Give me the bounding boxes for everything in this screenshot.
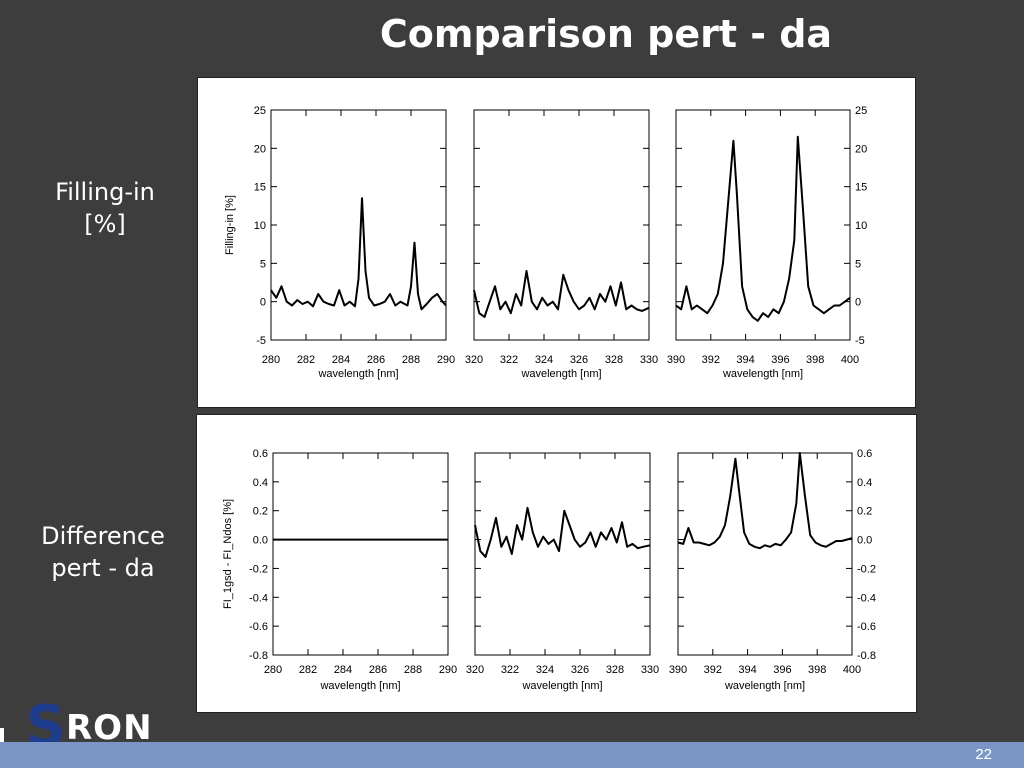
x-tick-label: 282 bbox=[299, 664, 317, 676]
y-tick-label-left: 0.4 bbox=[253, 477, 268, 489]
bottom-row-label-line1: Difference bbox=[41, 522, 165, 550]
plot-frame bbox=[677, 452, 853, 656]
x-axis-label: wavelength [nm] bbox=[520, 368, 601, 380]
x-tick-label: 284 bbox=[332, 354, 350, 366]
difference-figure: 280 282 284 286 288 290 wavelength [nm] 320 322 3… bbox=[196, 414, 917, 713]
x-tick-label: 394 bbox=[738, 664, 756, 676]
plot-frame bbox=[272, 452, 449, 656]
plot-frame bbox=[474, 452, 651, 656]
y-tick-label-right: -0.4 bbox=[857, 592, 876, 604]
filling-in-figure: 280 282 284 286 288 290 wavelength [nm] 320 322 3… bbox=[197, 77, 916, 408]
y-tick-label-right: -0.6 bbox=[857, 621, 876, 633]
data-series-line bbox=[474, 506, 651, 558]
data-series-line bbox=[677, 452, 853, 550]
x-tick-label: 322 bbox=[500, 354, 518, 366]
x-tick-label: 286 bbox=[367, 354, 385, 366]
top-row-label-line2: [%] bbox=[84, 210, 126, 238]
x-tick-label: 286 bbox=[369, 664, 387, 676]
y-tick-label-left: 0.6 bbox=[253, 448, 268, 460]
x-tick-label: 330 bbox=[640, 354, 658, 366]
bottom-row-label-line2: pert - da bbox=[51, 554, 155, 582]
x-tick-label: 400 bbox=[841, 354, 859, 366]
y-tick-label-right: 25 bbox=[855, 105, 867, 117]
x-tick-label: 280 bbox=[262, 354, 280, 366]
y-tick-label-left: 10 bbox=[254, 220, 266, 232]
x-tick-label: 328 bbox=[605, 354, 623, 366]
data-series-line bbox=[473, 270, 650, 318]
x-axis-label: wavelength [nm] bbox=[317, 368, 398, 380]
x-tick-label: 290 bbox=[439, 664, 457, 676]
y-tick-label-left: 0.2 bbox=[253, 506, 268, 518]
x-tick-label: 284 bbox=[334, 664, 352, 676]
x-tick-label: 396 bbox=[773, 664, 791, 676]
x-tick-label: 400 bbox=[843, 664, 861, 676]
y-axis-label: FI_1gsd - FI_Ndos [%] bbox=[222, 499, 234, 609]
x-tick-label: 326 bbox=[570, 354, 588, 366]
data-series-line bbox=[270, 197, 447, 311]
y-tick-label-left: 5 bbox=[260, 258, 266, 270]
x-tick-label: 280 bbox=[264, 664, 282, 676]
x-tick-label: 394 bbox=[736, 354, 754, 366]
x-axis-label: wavelength [nm] bbox=[319, 680, 400, 692]
y-tick-label-right: 20 bbox=[855, 143, 867, 155]
y-tick-label-left: 15 bbox=[254, 182, 266, 194]
data-series-line bbox=[675, 135, 851, 322]
y-tick-label-right: 5 bbox=[855, 258, 861, 270]
difference-chart: 280 282 284 286 288 290 wavelength [nm] 320 322 3… bbox=[222, 448, 876, 692]
page-number: 22 bbox=[975, 746, 992, 763]
y-tick-label-right: -0.8 bbox=[857, 650, 876, 662]
top-row-label: Filling-in [%] bbox=[10, 176, 200, 240]
x-tick-label: 320 bbox=[466, 664, 484, 676]
x-tick-label: 390 bbox=[669, 664, 687, 676]
footer-bar bbox=[0, 742, 1024, 768]
top-row-label-line1: Filling-in bbox=[55, 178, 155, 206]
x-tick-label: 392 bbox=[704, 664, 722, 676]
x-tick-label: 320 bbox=[465, 354, 483, 366]
y-tick-label-right: 0.4 bbox=[857, 477, 872, 489]
y-tick-label-left: -5 bbox=[256, 335, 266, 347]
x-tick-label: 390 bbox=[667, 354, 685, 366]
plot-frame bbox=[675, 109, 851, 341]
x-axis-label: wavelength [nm] bbox=[724, 680, 805, 692]
y-tick-label-left: 20 bbox=[254, 143, 266, 155]
logo-accent bbox=[0, 728, 4, 742]
x-tick-label: 396 bbox=[771, 354, 789, 366]
x-tick-label: 282 bbox=[297, 354, 315, 366]
logo-ron-text: RON bbox=[66, 708, 153, 748]
filling-in-chart: 280 282 284 286 288 290 wavelength [nm] 320 322 3… bbox=[224, 105, 867, 380]
y-tick-label-right: 0.0 bbox=[857, 535, 872, 547]
bottom-row-label: Difference pert - da bbox=[8, 520, 198, 584]
y-tick-label-right: -0.2 bbox=[857, 563, 876, 575]
x-tick-label: 398 bbox=[806, 354, 824, 366]
x-tick-label: 326 bbox=[571, 664, 589, 676]
y-tick-label-right: -5 bbox=[855, 335, 865, 347]
x-tick-label: 288 bbox=[404, 664, 422, 676]
y-tick-label-left: 0.0 bbox=[253, 535, 268, 547]
x-tick-label: 324 bbox=[535, 354, 553, 366]
slide-title: Comparison pert - da bbox=[379, 12, 833, 56]
y-tick-label-left: 25 bbox=[254, 105, 266, 117]
x-tick-label: 324 bbox=[536, 664, 554, 676]
y-tick-label-right: 10 bbox=[855, 220, 867, 232]
y-tick-label-right: 15 bbox=[855, 182, 867, 194]
x-tick-label: 398 bbox=[808, 664, 826, 676]
y-tick-label-left: -0.2 bbox=[249, 563, 268, 575]
x-tick-label: 290 bbox=[437, 354, 455, 366]
y-tick-label-left: -0.6 bbox=[249, 621, 268, 633]
y-tick-label-right: 0.2 bbox=[857, 506, 872, 518]
y-tick-label-right: 0 bbox=[855, 297, 861, 309]
y-tick-label-right: 0.6 bbox=[857, 448, 872, 460]
y-tick-label-left: -0.4 bbox=[249, 592, 268, 604]
y-tick-label-left: -0.8 bbox=[249, 650, 268, 662]
x-axis-label: wavelength [nm] bbox=[521, 680, 602, 692]
x-tick-label: 322 bbox=[501, 664, 519, 676]
x-axis-label: wavelength [nm] bbox=[722, 368, 803, 380]
y-tick-label-left: 0 bbox=[260, 297, 266, 309]
x-tick-label: 392 bbox=[702, 354, 720, 366]
x-tick-label: 288 bbox=[402, 354, 420, 366]
y-axis-label: Filling-in [%] bbox=[224, 195, 236, 255]
x-tick-label: 328 bbox=[606, 664, 624, 676]
x-tick-label: 330 bbox=[641, 664, 659, 676]
